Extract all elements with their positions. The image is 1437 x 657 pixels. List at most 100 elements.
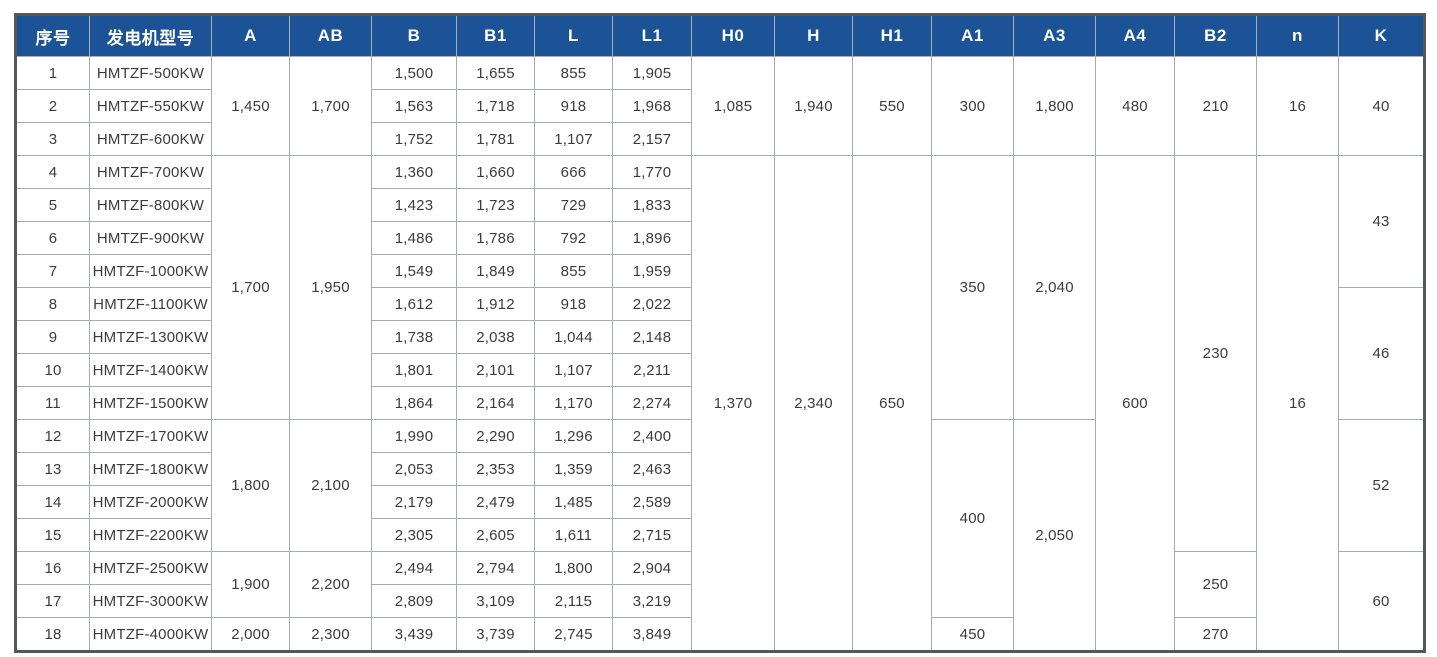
cell-model: HMTZF-1700KW: [89, 419, 212, 453]
cell-index: 18: [15, 617, 90, 652]
cell-L1: 1,959: [612, 254, 692, 288]
cell-index: 3: [15, 122, 90, 156]
cell-model: HMTZF-1800KW: [89, 452, 212, 486]
cell-A: 1,450: [211, 56, 290, 156]
cell-A1: 400: [931, 419, 1014, 618]
cell-B: 1,752: [371, 122, 457, 156]
cell-B1: 2,101: [456, 353, 535, 387]
cell-model: HMTZF-1300KW: [89, 320, 212, 354]
column-header-L1: L1: [612, 14, 692, 57]
table-row: 1 HMTZF-500KW 1,450 1,700 1,500 1,655 855 1,905…: [15, 56, 1425, 156]
cell-model: HMTZF-4000KW: [89, 617, 212, 652]
cell-B: 1,864: [371, 386, 457, 420]
cell-A: 1,700: [211, 155, 290, 420]
cell-n: 16: [1256, 56, 1339, 156]
cell-A3: 2,050: [1013, 419, 1096, 652]
cell-K: 40: [1338, 56, 1425, 156]
cell-B1: 1,849: [456, 254, 535, 288]
cell-AB: 2,100: [289, 419, 372, 552]
cell-L: 1,296: [534, 419, 613, 453]
cell-n: 16: [1256, 155, 1339, 652]
cell-B1: 2,353: [456, 452, 535, 486]
cell-L1: 3,219: [612, 584, 692, 618]
cell-B1: 2,605: [456, 518, 535, 552]
cell-index: 7: [15, 254, 90, 288]
column-header-AB: AB: [289, 14, 372, 57]
cell-H0: 1,370: [691, 155, 775, 652]
cell-K: 46: [1338, 287, 1425, 420]
cell-L: 855: [534, 254, 613, 288]
cell-L: 792: [534, 221, 613, 255]
cell-B1: 1,912: [456, 287, 535, 321]
cell-L: 918: [534, 89, 613, 123]
column-header-A: A: [211, 14, 290, 57]
cell-L1: 2,274: [612, 386, 692, 420]
cell-index: 10: [15, 353, 90, 387]
cell-B1: 1,655: [456, 56, 535, 90]
table-row: 18 HMTZF-4000KW 2,000 2,300 3,439 3,739 2,745 3…: [15, 617, 1425, 652]
cell-B: 2,809: [371, 584, 457, 618]
column-header-A4: A4: [1095, 14, 1175, 57]
cell-B1: 2,038: [456, 320, 535, 354]
cell-AB: 2,200: [289, 551, 372, 618]
cell-B: 1,423: [371, 188, 457, 222]
cell-index: 6: [15, 221, 90, 255]
cell-B1: 2,794: [456, 551, 535, 585]
cell-index: 2: [15, 89, 90, 123]
cell-B: 1,563: [371, 89, 457, 123]
cell-index: 11: [15, 386, 90, 420]
cell-B1: 2,290: [456, 419, 535, 453]
cell-L1: 2,211: [612, 353, 692, 387]
column-header-B: B: [371, 14, 457, 57]
table-row: 6 HMTZF-900KW 1,486 1,786 792 1,896: [15, 221, 1425, 255]
cell-model: HMTZF-1400KW: [89, 353, 212, 387]
column-header-A3: A3: [1013, 14, 1096, 57]
table-row: 11 HMTZF-1500KW 1,864 2,164 1,170 2,274: [15, 386, 1425, 420]
cell-L1: 2,589: [612, 485, 692, 519]
cell-index: 16: [15, 551, 90, 585]
cell-B2: 270: [1174, 617, 1257, 652]
cell-B1: 1,723: [456, 188, 535, 222]
cell-H: 2,340: [774, 155, 853, 652]
cell-B1: 3,109: [456, 584, 535, 618]
table-row: 9 HMTZF-1300KW 1,738 2,038 1,044 2,148: [15, 320, 1425, 354]
cell-model: HMTZF-900KW: [89, 221, 212, 255]
cell-L: 1,359: [534, 452, 613, 486]
cell-A3: 2,040: [1013, 155, 1096, 420]
cell-index: 5: [15, 188, 90, 222]
cell-L1: 2,463: [612, 452, 692, 486]
cell-L: 729: [534, 188, 613, 222]
cell-L1: 1,905: [612, 56, 692, 90]
cell-B: 1,486: [371, 221, 457, 255]
cell-A1: 450: [931, 617, 1014, 652]
table-row: 4 HMTZF-700KW 1,700 1,950 1,360 1,660 666 1,770…: [15, 155, 1425, 652]
table-row: 5 HMTZF-800KW 1,423 1,723 729 1,833: [15, 188, 1425, 222]
cell-model: HMTZF-2000KW: [89, 485, 212, 519]
cell-L: 1,170: [534, 386, 613, 420]
cell-model: HMTZF-2200KW: [89, 518, 212, 552]
cell-index: 12: [15, 419, 90, 453]
table-row: 7 HMTZF-1000KW 1,549 1,849 855 1,959: [15, 254, 1425, 288]
cell-L1: 1,833: [612, 188, 692, 222]
cell-B2: 210: [1174, 56, 1257, 156]
cell-K: 52: [1338, 419, 1425, 552]
cell-model: HMTZF-600KW: [89, 122, 212, 156]
cell-L1: 2,904: [612, 551, 692, 585]
spec-table: 序号 发电机型号 A AB B B1 L L1 H0 H H1 A1 A3 A4 B2 n K 1 HMTZF-5…: [14, 13, 1426, 653]
cell-B2: 230: [1174, 155, 1257, 552]
column-header-L: L: [534, 14, 613, 57]
column-header-K: K: [1338, 14, 1425, 57]
cell-L: 855: [534, 56, 613, 90]
cell-A: 1,900: [211, 551, 290, 618]
column-header-B2: B2: [1174, 14, 1257, 57]
cell-L: 666: [534, 155, 613, 189]
table-row: 10 HMTZF-1400KW 1,801 2,101 1,107 2,211: [15, 353, 1425, 387]
cell-B: 2,179: [371, 485, 457, 519]
column-header-H1: H1: [852, 14, 932, 57]
cell-index: 8: [15, 287, 90, 321]
cell-B: 3,439: [371, 617, 457, 652]
cell-A: 2,000: [211, 617, 290, 652]
cell-L1: 2,022: [612, 287, 692, 321]
cell-L1: 2,148: [612, 320, 692, 354]
